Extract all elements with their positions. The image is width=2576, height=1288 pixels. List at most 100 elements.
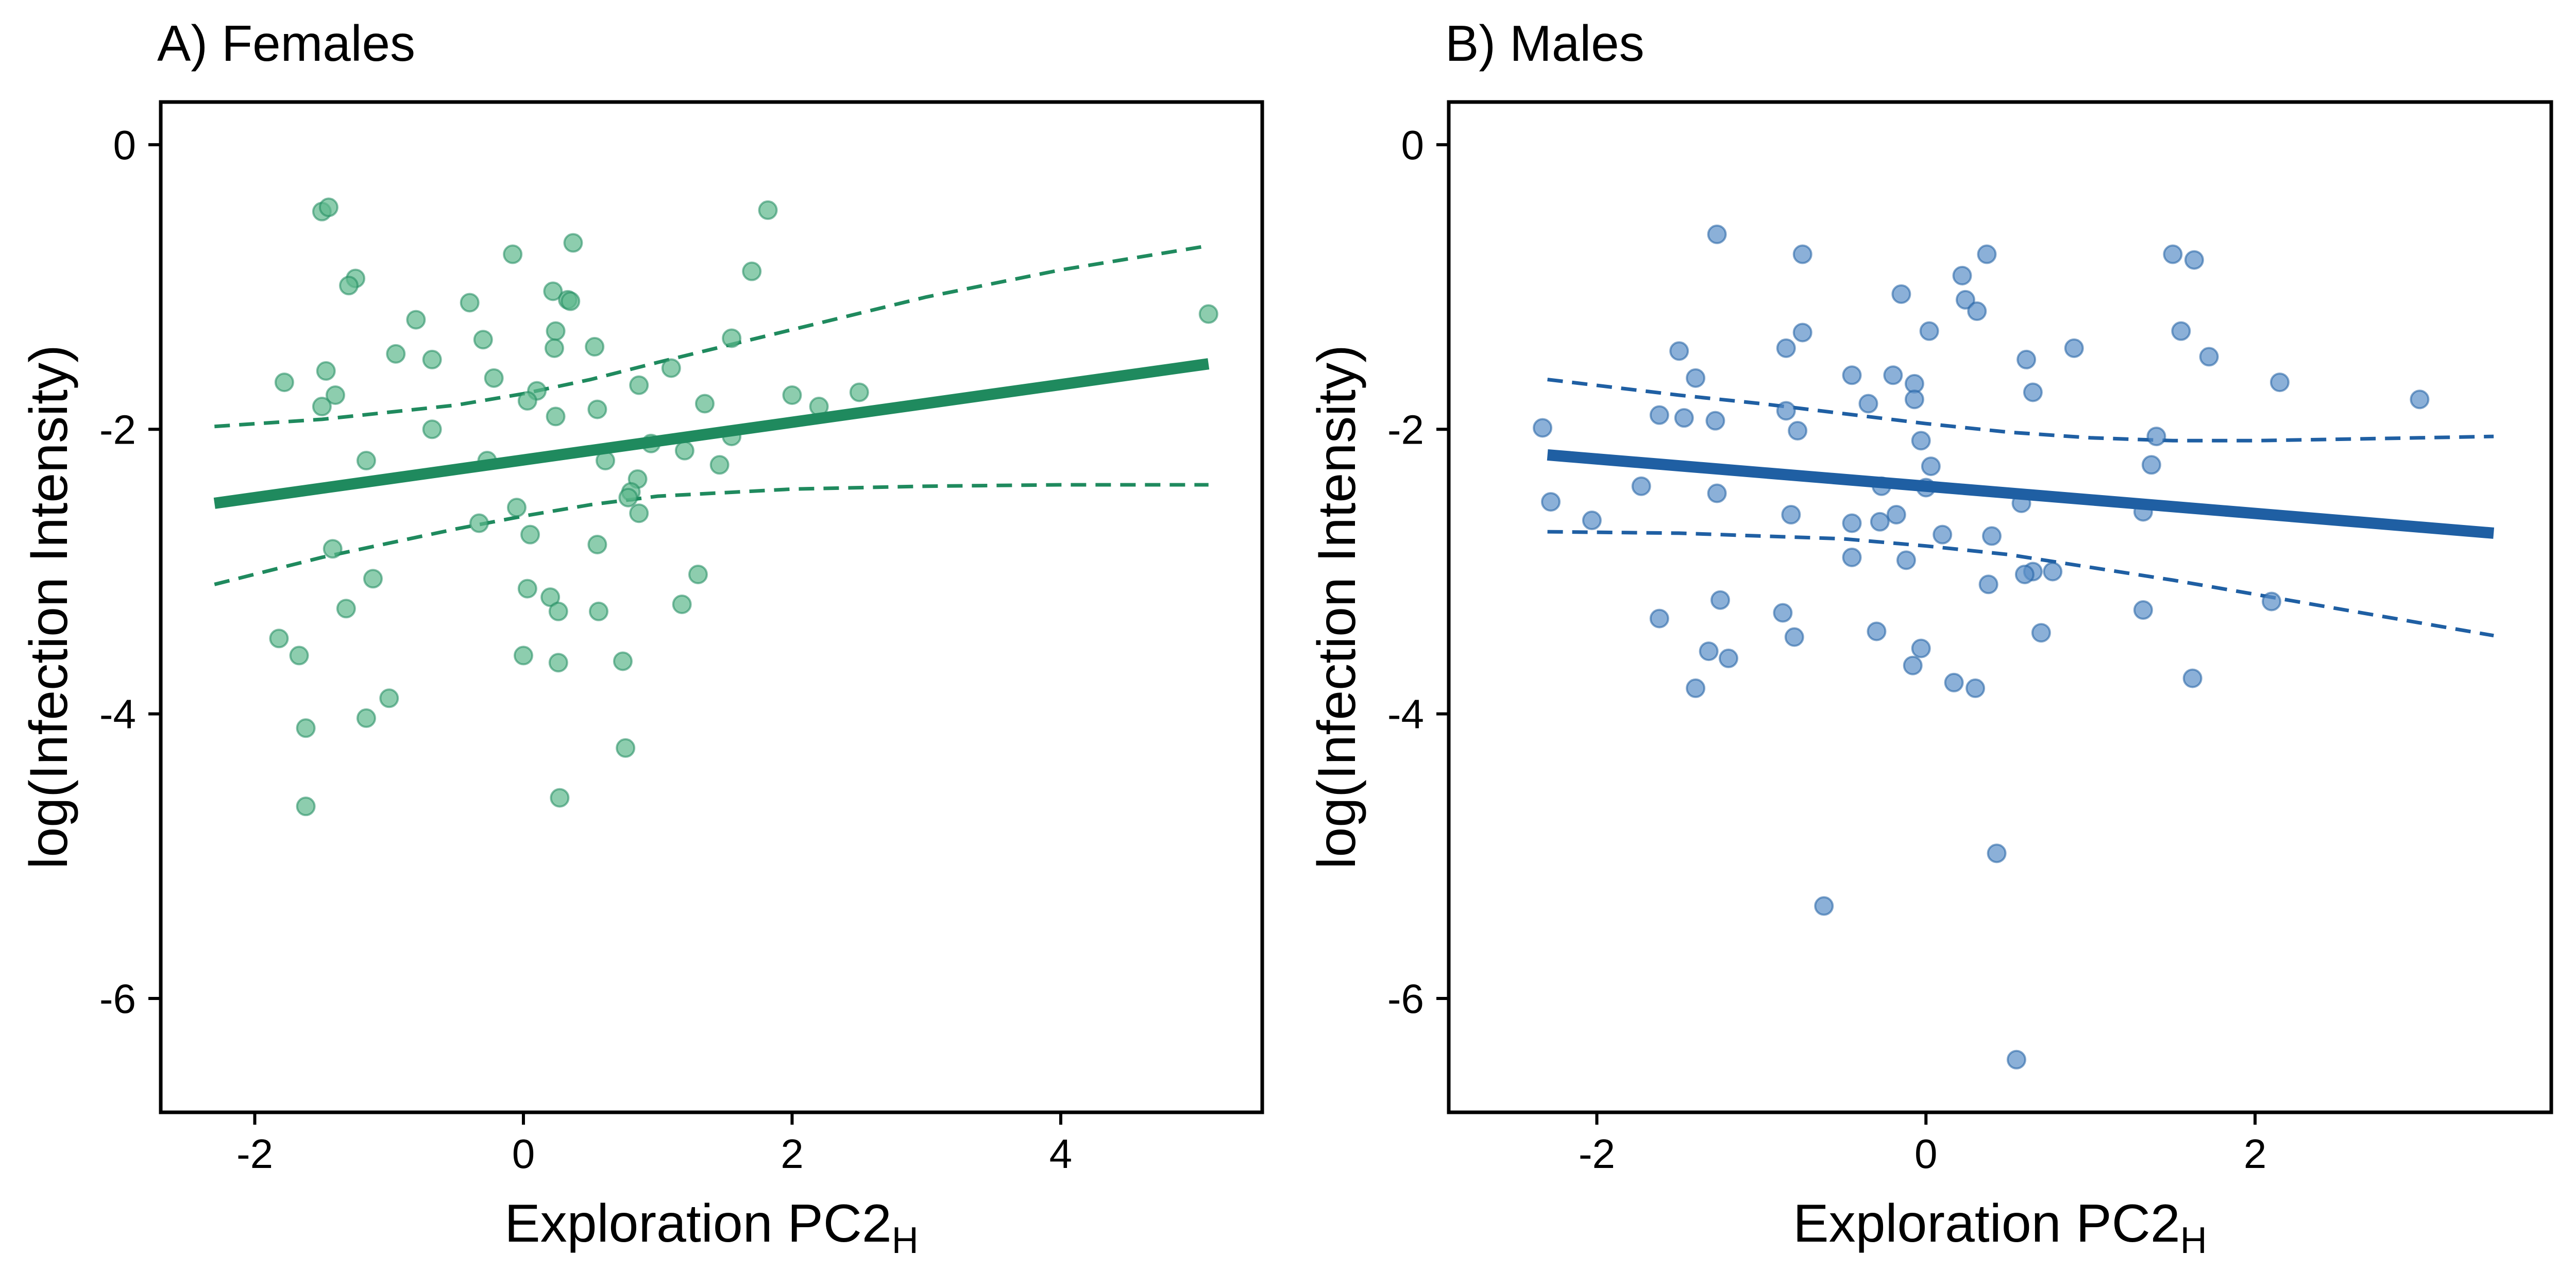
confidence-interval <box>214 244 1209 586</box>
data-point <box>1582 511 1602 531</box>
data-point <box>363 569 383 589</box>
data-point <box>1921 456 1941 477</box>
data-point <box>2184 250 2204 270</box>
data-point <box>674 440 694 461</box>
data-point <box>1781 504 1801 524</box>
x-tick-label: 2 <box>2244 1131 2267 1177</box>
data-point <box>548 601 568 621</box>
fit-line <box>1547 449 2495 539</box>
data-point <box>506 498 527 518</box>
data-point <box>546 321 566 341</box>
data-point <box>517 391 537 411</box>
data-point <box>2064 338 2084 358</box>
y-axis: 0 -2 -4 -6 <box>1387 122 1449 1022</box>
data-point <box>1707 224 1727 244</box>
data-point <box>1944 672 1964 692</box>
data-point <box>1952 265 1972 285</box>
data-point <box>386 344 406 364</box>
data-point <box>406 310 426 330</box>
data-point <box>269 629 289 649</box>
data-point <box>563 233 583 253</box>
y-tick-label: -2 <box>1387 406 1424 452</box>
data-point <box>2146 427 2166 447</box>
data-point <box>629 503 649 523</box>
data-point <box>2410 389 2430 410</box>
data-point <box>1891 284 1911 304</box>
data-point <box>2199 347 2219 367</box>
plot-frame <box>1447 100 2553 1114</box>
data-point <box>1842 547 1862 567</box>
fit-line <box>213 358 1210 509</box>
data-point <box>2006 1049 2026 1070</box>
data-points <box>1533 224 2430 1070</box>
data-point <box>722 328 742 348</box>
y-axis-title: log(Infection Intensity) <box>19 345 79 869</box>
data-point <box>1792 244 1812 264</box>
data-point <box>517 579 537 599</box>
data-point <box>1870 512 1890 532</box>
data-point <box>1842 513 1862 533</box>
data-point <box>1896 550 1916 570</box>
data-point <box>1788 421 1808 441</box>
data-point <box>473 330 493 350</box>
data-point <box>356 451 376 471</box>
y-tick-label: -6 <box>1387 976 1424 1022</box>
data-point <box>587 534 607 554</box>
data-point <box>672 594 692 614</box>
data-point <box>1965 678 1986 698</box>
data-point <box>1649 405 1669 425</box>
data-point <box>2014 564 2035 584</box>
data-point <box>274 372 294 393</box>
data-point <box>1911 431 1931 451</box>
ci-upper-line <box>1547 378 2494 443</box>
plot-frame <box>159 100 1264 1114</box>
data-point <box>1858 394 1878 414</box>
data-point <box>1699 641 1719 662</box>
data-point <box>1707 483 1727 503</box>
data-point <box>2262 591 2282 612</box>
data-point <box>782 385 802 405</box>
data-point <box>694 394 715 414</box>
y-axis: 0 -2 -4 -6 <box>99 122 161 1022</box>
data-point <box>543 281 563 301</box>
data-point <box>849 382 869 402</box>
data-point <box>356 708 376 728</box>
panel-title: B) Males <box>1445 15 1645 72</box>
data-point <box>742 261 762 281</box>
data-point <box>661 358 681 378</box>
confidence-interval <box>1547 378 2494 638</box>
x-axis-title: Exploration PC2H <box>504 1194 919 1261</box>
data-point <box>709 455 730 475</box>
data-point <box>544 338 564 358</box>
data-point <box>1978 574 1998 595</box>
data-point <box>336 599 356 619</box>
data-point <box>1814 896 1834 916</box>
panel-males: B) Males -2 0 2 0 -2 -4 -6 Exploration PC2H l… <box>1307 15 2553 1261</box>
ci-lower-line <box>214 483 1209 586</box>
data-point <box>1982 526 2002 546</box>
data-point <box>1776 401 1796 421</box>
data-point <box>520 524 540 545</box>
data-point <box>296 718 316 738</box>
data-point <box>1886 504 1906 524</box>
y-tick-label: -4 <box>99 691 136 737</box>
data-point <box>1686 368 1706 388</box>
data-point <box>318 197 338 217</box>
x-axis-title: Exploration PC2H <box>1793 1194 2207 1261</box>
data-point <box>1792 323 1812 343</box>
data-point <box>503 244 523 264</box>
ci-upper-line <box>214 244 1209 429</box>
x-axis: -2 0 2 4 <box>236 1112 1072 1177</box>
data-point <box>1883 365 1903 385</box>
data-point <box>1904 389 1924 410</box>
data-point <box>587 399 607 419</box>
data-point <box>1686 678 1706 698</box>
data-point <box>2043 562 2063 582</box>
data-point <box>550 788 570 808</box>
data-point <box>296 796 316 817</box>
data-point <box>339 276 359 296</box>
data-point <box>460 293 480 313</box>
data-point <box>585 337 605 357</box>
data-point <box>1541 492 1561 512</box>
data-point <box>613 651 633 671</box>
